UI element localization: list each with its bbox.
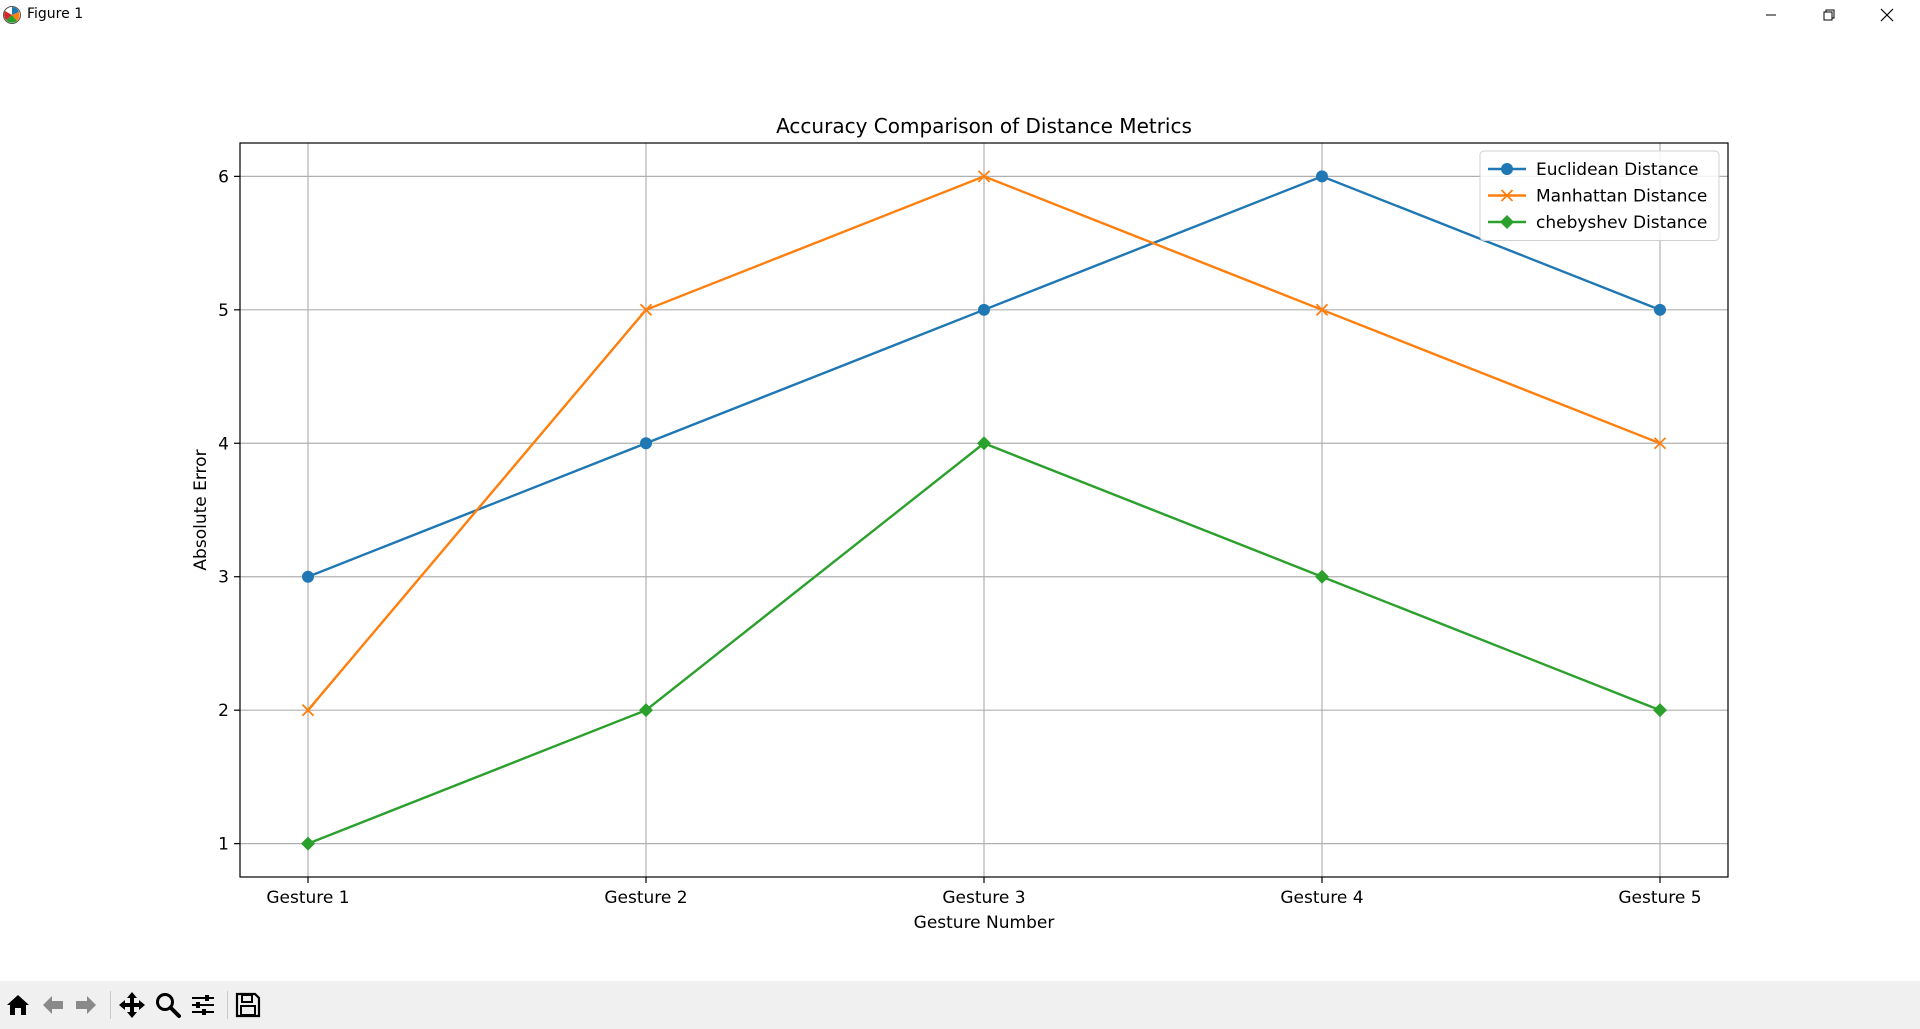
- navigation-toolbar: [0, 981, 1920, 1029]
- axis-ticks: Gesture 1 Gesture 2 Gesture 3 Gesture 4 Gest…: [218, 167, 1701, 908]
- legend-label: Manhattan Distance: [1536, 187, 1707, 207]
- chart-title: Accuracy Comparison of Distance Metrics: [776, 114, 1192, 138]
- data-point: [1315, 569, 1329, 584]
- arrow-right-icon: [76, 996, 96, 1014]
- legend-entry: Euclidean Distance: [1488, 160, 1699, 180]
- series-1: [302, 170, 1666, 583]
- x-tick-label: Gesture 4: [1280, 888, 1363, 908]
- data-point: [978, 303, 990, 316]
- y-tick-label: 3: [218, 568, 229, 588]
- matplotlib-icon: [3, 6, 21, 24]
- save-button[interactable]: [231, 988, 265, 1022]
- data-point: [640, 437, 652, 450]
- restore-button[interactable]: [1800, 0, 1858, 30]
- x-axis-label: Gesture Number: [914, 913, 1055, 933]
- pan-button[interactable]: [115, 988, 149, 1022]
- series-3: [301, 436, 1667, 851]
- series-2: [301, 170, 1667, 717]
- legend-marker: [1500, 189, 1514, 202]
- legend-entry: chebyshev Distance: [1488, 213, 1707, 233]
- y-tick-label: 1: [218, 835, 229, 855]
- x-tick-label: Gesture 1: [266, 888, 349, 908]
- forward-button[interactable]: [69, 988, 103, 1022]
- y-tick-label: 2: [218, 701, 229, 721]
- legend-entry: Manhattan Distance: [1488, 187, 1707, 207]
- data-point: [977, 170, 991, 183]
- y-tick-label: 6: [218, 167, 229, 187]
- data-point: [1315, 303, 1329, 316]
- home-button[interactable]: [1, 988, 35, 1022]
- figure-canvas[interactable]: Gesture 1 Gesture 2 Gesture 3 Gesture 4 Gest…: [0, 30, 1920, 981]
- move-icon: [119, 992, 145, 1018]
- y-axis-label: Absolute Error: [191, 449, 211, 570]
- window-title: Figure 1: [27, 6, 84, 22]
- window-titlebar: Figure 1: [0, 0, 1920, 30]
- toolbar-separator: [227, 991, 228, 1019]
- series: [301, 170, 1667, 851]
- data-point: [1316, 170, 1328, 183]
- legend-marker: [1500, 215, 1514, 229]
- zoom-button[interactable]: [151, 988, 185, 1022]
- legend: Euclidean Distance Manhattan Distance cheb…: [1479, 150, 1720, 241]
- restore-icon: [1823, 9, 1835, 21]
- home-icon: [7, 995, 29, 1015]
- close-icon: [1880, 8, 1894, 22]
- arrow-left-icon: [43, 996, 63, 1014]
- data-point: [977, 436, 991, 451]
- floppy-icon: [235, 992, 261, 1018]
- data-point: [1653, 437, 1667, 450]
- data-point: [1653, 703, 1667, 718]
- x-tick-label: Gesture 3: [942, 888, 1025, 908]
- x-tick-label: Gesture 2: [604, 888, 687, 908]
- y-tick-label: 5: [218, 301, 229, 321]
- legend-label: chebyshev Distance: [1536, 213, 1707, 233]
- close-button[interactable]: [1858, 0, 1916, 30]
- legend-marker: [1501, 163, 1513, 175]
- back-button[interactable]: [36, 988, 70, 1022]
- toolbar-separator: [110, 991, 111, 1019]
- minimize-icon: [1766, 14, 1776, 16]
- data-point: [301, 836, 315, 851]
- line-chart: Gesture 1 Gesture 2 Gesture 3 Gesture 4 Gest…: [191, 114, 1729, 933]
- y-tick-label: 4: [218, 434, 229, 454]
- x-tick-label: Gesture 5: [1618, 888, 1701, 908]
- magnifier-icon: [156, 993, 181, 1018]
- data-point: [639, 303, 653, 316]
- data-point: [302, 570, 314, 583]
- sliders-icon: [192, 995, 214, 1015]
- configure-subplots-button[interactable]: [186, 988, 220, 1022]
- grid: [240, 143, 1728, 877]
- legend-box: [1479, 150, 1720, 241]
- data-point: [301, 704, 315, 717]
- data-point: [639, 703, 653, 718]
- data-point: [1654, 303, 1666, 316]
- minimize-button[interactable]: [1742, 0, 1800, 30]
- legend-label: Euclidean Distance: [1536, 160, 1699, 180]
